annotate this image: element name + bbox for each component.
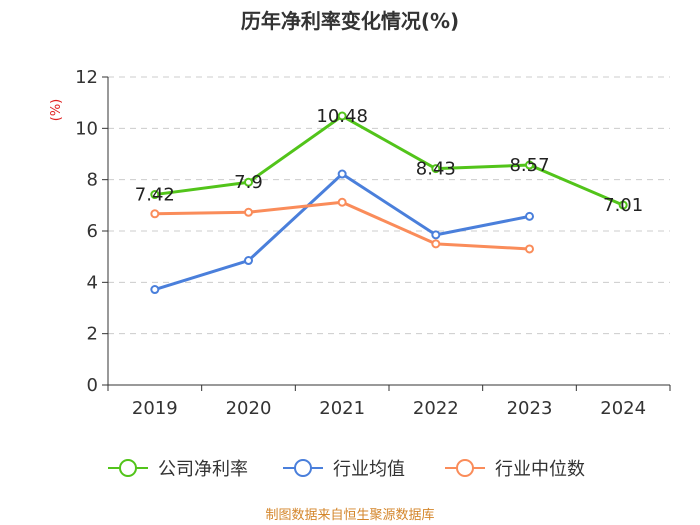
- data-label: 7.42: [135, 185, 175, 206]
- series-point-0: [337, 111, 347, 121]
- y-tick-label: 4: [87, 272, 98, 293]
- legend-marker-1: [294, 459, 312, 477]
- data-label: 8.43: [416, 159, 456, 180]
- x-tick-label: 2022: [413, 398, 459, 419]
- legend-label-2: 行业中位数: [495, 459, 585, 480]
- series-point-0: [431, 164, 441, 174]
- legend-marker-2: [456, 459, 474, 477]
- source-note: 制图数据来自恒生聚源数据库: [265, 507, 434, 523]
- series-point-0: [244, 177, 253, 187]
- chart-title: 历年净利率变化情况(%): [241, 9, 459, 33]
- series-point-1: [431, 230, 441, 240]
- axes: 0 2 4 6 8 10 12 2019 2020 2021 2022 2023 2024: [75, 67, 671, 419]
- series-line-1: [154, 172, 530, 291]
- series-line-2: [154, 200, 530, 251]
- x-tick-label: 2021: [319, 398, 365, 419]
- y-tick-label: 6: [87, 221, 98, 242]
- x-tick-label: 2023: [507, 398, 553, 419]
- x-tick-label: 2020: [226, 398, 272, 419]
- y-tick-label: 0: [87, 375, 98, 396]
- data-label: 7.01: [603, 195, 643, 216]
- series-point-2: [525, 244, 534, 254]
- series-point-0: [618, 200, 628, 210]
- series-layer: [150, 111, 628, 295]
- y-tick-label: 2: [87, 324, 98, 345]
- x-tick-label: 2019: [132, 398, 178, 419]
- series-point-1: [525, 211, 534, 221]
- gridlines: [108, 76, 670, 335]
- data-label: 8.57: [509, 155, 549, 176]
- x-tick-label: 2024: [600, 398, 646, 419]
- data-label: 10.48: [316, 106, 368, 127]
- y-axis-unit: (%): [49, 99, 64, 122]
- y-tick-label: 12: [75, 67, 98, 88]
- data-labels: 7.42 7.9 10.48 8.43 8.57 7.01: [135, 106, 643, 216]
- legend-marker-0: [119, 459, 137, 477]
- series-point-1: [337, 169, 347, 179]
- legend-label-0: 公司净利率: [158, 459, 248, 480]
- series-point-0: [150, 190, 160, 200]
- series-line-0: [154, 114, 624, 207]
- series-point-2: [431, 239, 441, 249]
- y-tick-label: 10: [75, 118, 98, 139]
- series-point-2: [337, 197, 347, 207]
- series-point-2: [150, 209, 160, 219]
- data-label: 7.9: [234, 172, 263, 193]
- series-point-0: [525, 160, 534, 170]
- legend: 公司净利率 行业均值 行业中位数: [108, 459, 585, 480]
- series-point-1: [244, 256, 253, 266]
- series-point-2: [244, 207, 253, 217]
- legend-label-1: 行业均值: [333, 459, 405, 480]
- series-point-1: [150, 285, 160, 295]
- y-tick-label: 8: [87, 170, 98, 191]
